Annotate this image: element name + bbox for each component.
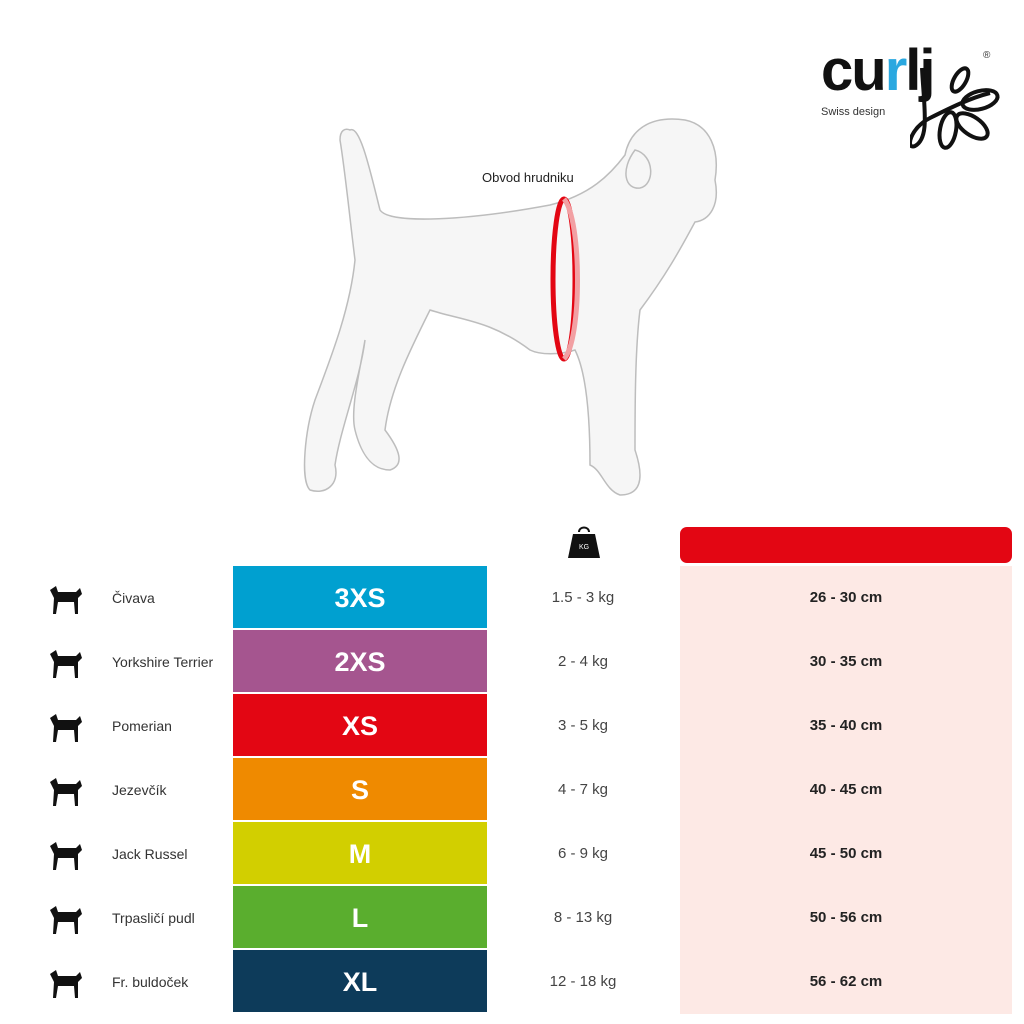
- dog-outline-illustration: [303, 118, 717, 496]
- weight-range: 12 - 18 kg: [549, 973, 617, 990]
- chest-column-header-bar: [680, 527, 1012, 563]
- breed-name: Trpasličí pudl: [112, 910, 195, 926]
- size-label: M: [233, 822, 487, 884]
- size-label: S: [233, 758, 487, 820]
- weight-kg-icon: KG: [568, 526, 600, 558]
- breed-name: Yorkshire Terrier: [112, 654, 214, 670]
- breed-name: Jack Russel: [112, 846, 188, 862]
- chest-range: 26 - 30 cm: [680, 566, 1012, 630]
- breed-silhouette-icon: [50, 714, 82, 742]
- svg-text:KG: KG: [579, 544, 589, 551]
- curli-logo: curlj Swiss design ®: [815, 28, 1005, 153]
- registered-mark: ®: [983, 50, 991, 61]
- table-row: Trpasličí pudl L 8 - 13 kg 50 - 56 cm: [0, 886, 1024, 950]
- size-label: XL: [233, 950, 487, 1012]
- weight-range: 8 - 13 kg: [553, 909, 613, 926]
- weight-range: 2 - 4 kg: [557, 653, 609, 670]
- breed-name: Pomerian: [112, 718, 172, 734]
- breed-name: Jezevčík: [112, 782, 167, 798]
- table-row: Pomerian XS 3 - 5 kg 35 - 40 cm: [0, 694, 1024, 758]
- weight-range: 6 - 9 kg: [557, 845, 609, 862]
- weight-range: 4 - 7 kg: [557, 781, 609, 798]
- table-row: Fr. buldoček XL 12 - 18 kg 56 - 62 cm: [0, 950, 1024, 1014]
- table-row: Jezevčík S 4 - 7 kg 40 - 45 cm: [0, 758, 1024, 822]
- chest-range: 30 - 35 cm: [680, 630, 1012, 694]
- breed-silhouette-icon: [50, 906, 82, 934]
- chest-range: 56 - 62 cm: [680, 950, 1012, 1014]
- table-row: Jack Russel M 6 - 9 kg 45 - 50 cm: [0, 822, 1024, 886]
- size-label: 2XS: [233, 630, 487, 692]
- chest-range: 45 - 50 cm: [680, 822, 1012, 886]
- table-row: Čivava 3XS 1.5 - 3 kg 26 - 30 cm: [0, 566, 1024, 630]
- chest-range: 50 - 56 cm: [680, 886, 1012, 950]
- breed-silhouette-icon: [50, 842, 82, 870]
- breed-silhouette-icon: [50, 650, 82, 678]
- breed-name: Fr. buldoček: [112, 974, 189, 990]
- weight-range: 3 - 5 kg: [557, 717, 609, 734]
- size-label: L: [233, 886, 487, 948]
- weight-range: 1.5 - 3 kg: [551, 589, 615, 606]
- chest-range: 40 - 45 cm: [680, 758, 1012, 822]
- breed-silhouette-icon: [50, 586, 82, 614]
- size-label: XS: [233, 694, 487, 756]
- chest-range: 35 - 40 cm: [680, 694, 1012, 758]
- breed-silhouette-icon: [50, 778, 82, 806]
- table-row: Yorkshire Terrier 2XS 2 - 4 kg 30 - 35 c…: [0, 630, 1024, 694]
- logo-tagline: Swiss design: [821, 106, 886, 118]
- breed-name: Čivava: [112, 590, 155, 606]
- flower-swirl-icon: [910, 66, 1000, 150]
- size-label: 3XS: [233, 566, 487, 628]
- breed-silhouette-icon: [50, 970, 82, 998]
- chest-girth-label: Obvod hrudniku: [482, 170, 574, 185]
